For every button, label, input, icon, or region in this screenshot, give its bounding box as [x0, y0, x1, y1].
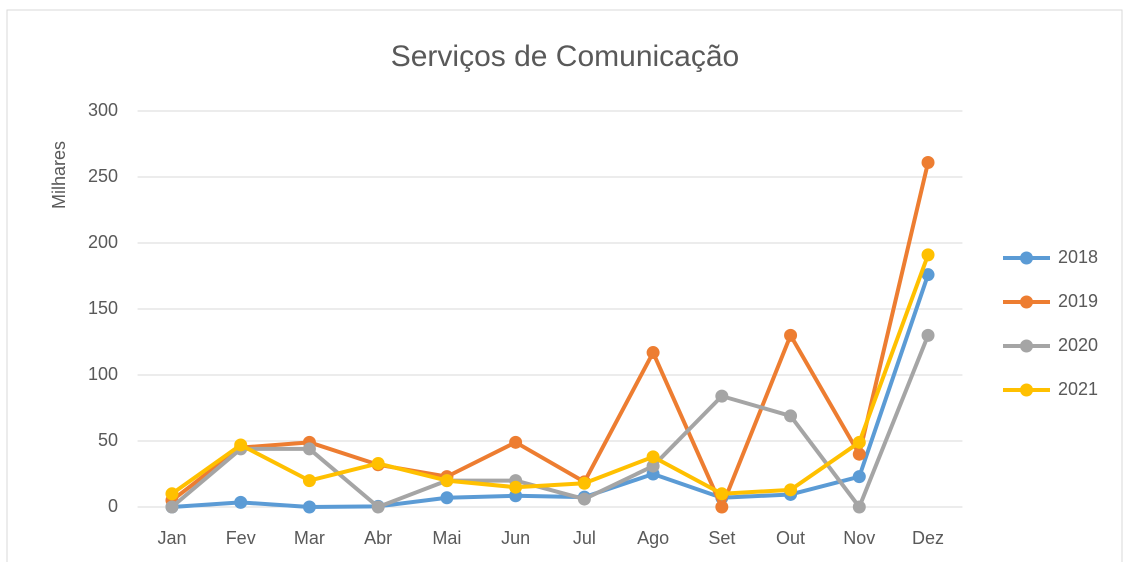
point — [646, 346, 660, 360]
y-tick-label: 150 — [88, 298, 118, 318]
legend-marker — [1020, 383, 1033, 397]
point — [852, 500, 866, 514]
x-tick-label: Set — [708, 528, 735, 548]
point — [302, 474, 316, 488]
x-tick-label: Mar — [294, 528, 325, 548]
x-tick-label: Jul — [573, 528, 596, 548]
legend-label: 2020 — [1058, 335, 1098, 355]
x-tick-label: Ago — [637, 528, 669, 548]
y-tick-label: 100 — [88, 364, 118, 384]
y-tick-label: 200 — [88, 232, 118, 252]
point — [302, 500, 316, 514]
point — [371, 500, 385, 514]
point — [165, 500, 179, 514]
point — [440, 491, 454, 505]
point — [371, 456, 385, 470]
point — [715, 389, 729, 403]
x-tick-label: Jan — [157, 528, 186, 548]
point — [577, 476, 591, 490]
point — [509, 435, 523, 449]
point — [715, 500, 729, 514]
point — [509, 480, 523, 494]
chart-border — [6, 9, 1123, 562]
point — [921, 155, 935, 169]
point — [715, 487, 729, 501]
series-line — [170, 162, 930, 509]
x-tick-label: Jun — [501, 528, 530, 548]
legend-label: 2018 — [1058, 247, 1098, 267]
y-axis-label: Milhares — [49, 141, 69, 209]
legend-marker — [1020, 251, 1033, 265]
y-tick-label: 300 — [88, 100, 118, 120]
point — [784, 409, 798, 423]
point — [921, 268, 935, 282]
x-tick-label: Abr — [364, 528, 392, 548]
y-tick-label: 50 — [98, 430, 118, 450]
legend-label: 2019 — [1058, 291, 1098, 311]
series-line — [171, 274, 930, 509]
point — [852, 470, 866, 484]
point — [577, 492, 591, 506]
legend-label: 2021 — [1058, 379, 1098, 399]
x-tick-label: Fev — [226, 528, 256, 548]
x-tick-label: Out — [776, 528, 805, 548]
point — [784, 483, 798, 497]
x-tick-label: Nov — [843, 528, 875, 548]
series-line — [170, 334, 930, 509]
x-tick-label: Dez — [912, 528, 944, 548]
point — [921, 248, 935, 262]
point — [302, 442, 316, 456]
point — [440, 474, 454, 488]
point — [646, 459, 660, 473]
legend-marker — [1020, 295, 1033, 309]
point — [921, 328, 935, 342]
point — [165, 487, 179, 501]
point — [784, 328, 798, 342]
point — [234, 495, 248, 509]
y-tick-label: 250 — [88, 166, 118, 186]
y-tick-label: 0 — [108, 496, 118, 516]
point — [852, 435, 866, 449]
series-line — [170, 254, 930, 496]
point — [852, 447, 866, 461]
x-tick-label: Mai — [432, 528, 461, 548]
chart-title: Serviços de Comunicação — [391, 40, 740, 73]
legend-marker — [1020, 339, 1033, 353]
point — [646, 450, 660, 464]
point — [234, 438, 248, 452]
